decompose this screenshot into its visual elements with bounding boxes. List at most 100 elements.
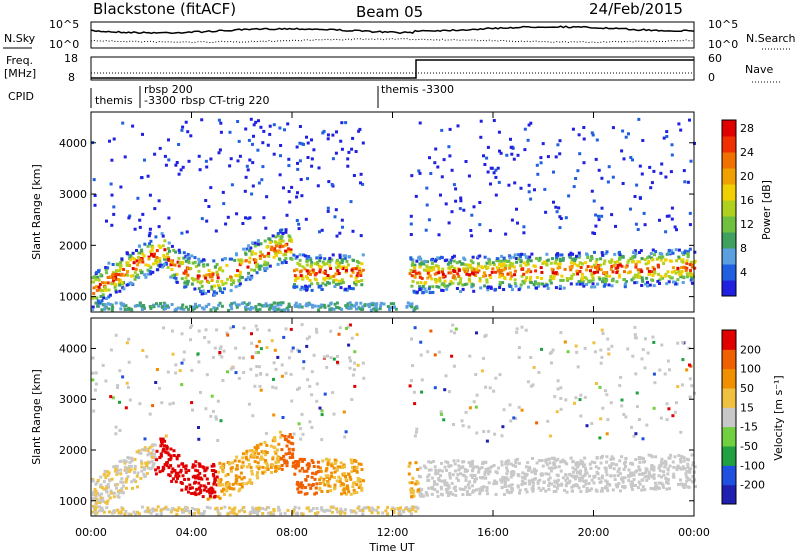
data-cell [280, 448, 284, 452]
data-cell [270, 303, 274, 307]
data-cell [351, 287, 355, 291]
data-cell [436, 278, 440, 282]
data-cell [244, 259, 248, 263]
data-cell [171, 274, 175, 278]
data-cell [311, 461, 315, 464]
data-cell [478, 487, 482, 491]
data-cell [530, 478, 534, 482]
data-cell [684, 268, 688, 272]
data-cell [571, 474, 575, 478]
data-cell [529, 275, 533, 279]
data-cell [411, 258, 415, 262]
data-cell [336, 269, 340, 273]
data-cell [161, 234, 165, 238]
data-cell [633, 333, 637, 337]
data-cell [261, 165, 265, 169]
data-cell [409, 214, 413, 218]
data-cell [559, 469, 563, 473]
data-cell [603, 271, 607, 275]
data-cell [451, 323, 455, 327]
data-cell [315, 278, 319, 282]
cpid-entry-3300: -3300 [144, 94, 176, 107]
data-cell [139, 459, 143, 463]
data-cell [689, 269, 693, 273]
data-cell [429, 468, 433, 472]
data-cell [98, 493, 102, 497]
data-cell [657, 474, 661, 478]
data-cell [559, 217, 563, 220]
data-cell [494, 493, 498, 496]
cpid-entry-themis: themis [95, 94, 133, 107]
data-cell [461, 460, 465, 464]
data-cell [101, 293, 105, 297]
data-cell [131, 274, 135, 278]
data-cell [667, 275, 671, 278]
data-cell [300, 412, 304, 416]
data-cell [334, 278, 338, 282]
data-cell [590, 460, 594, 464]
data-cell [475, 331, 479, 335]
data-cell [261, 465, 265, 469]
data-cell [273, 436, 277, 439]
data-cell [359, 271, 363, 275]
data-cell [658, 282, 662, 285]
data-cell [361, 361, 365, 365]
data-cell [638, 274, 642, 278]
data-cell [250, 472, 254, 476]
data-cell [498, 263, 502, 267]
data-cell [154, 235, 158, 239]
data-cell [655, 486, 659, 490]
data-cell [307, 464, 311, 468]
data-cell [236, 159, 240, 163]
data-cell [637, 472, 641, 476]
data-cell [153, 152, 157, 156]
data-cell [310, 282, 314, 286]
data-cell [434, 472, 438, 476]
data-cell [264, 302, 268, 306]
data-cell [119, 273, 123, 277]
data-cell [197, 360, 201, 364]
data-cell [289, 327, 293, 331]
data-cell [350, 303, 354, 307]
data-cell [247, 458, 251, 462]
data-cell [188, 487, 192, 490]
data-cell [161, 465, 165, 469]
data-cell [98, 301, 102, 305]
data-cell [676, 464, 680, 468]
data-cell [501, 425, 505, 429]
data-cell [137, 276, 141, 280]
data-cell [566, 350, 570, 354]
data-cell [598, 385, 602, 389]
data-cell [457, 268, 461, 272]
data-cell [355, 260, 359, 263]
data-cell [269, 248, 273, 252]
data-cell [287, 356, 291, 360]
data-cell [454, 327, 458, 331]
data-cell [266, 468, 270, 471]
data-cell [116, 384, 120, 388]
data-cell [472, 473, 476, 477]
data-cell [533, 264, 537, 268]
data-cell [577, 476, 581, 480]
data-cell [116, 386, 120, 389]
data-cell [479, 286, 483, 290]
data-cell [238, 482, 242, 486]
data-cell [212, 306, 216, 310]
data-cell [103, 303, 107, 307]
data-cell [449, 329, 453, 333]
data-cell [584, 482, 588, 486]
data-cell [241, 464, 245, 468]
data-cell [241, 460, 245, 464]
data-cell [298, 263, 302, 267]
data-cell [510, 489, 514, 492]
data-cell [564, 478, 568, 482]
data-cell [574, 468, 578, 472]
data-cell [492, 263, 496, 267]
data-cell [144, 263, 148, 267]
data-cell [352, 368, 356, 372]
data-cell [676, 385, 680, 389]
data-cell [433, 353, 437, 357]
data-cell [187, 490, 191, 494]
data-cell [454, 489, 458, 493]
data-cell [345, 484, 349, 488]
